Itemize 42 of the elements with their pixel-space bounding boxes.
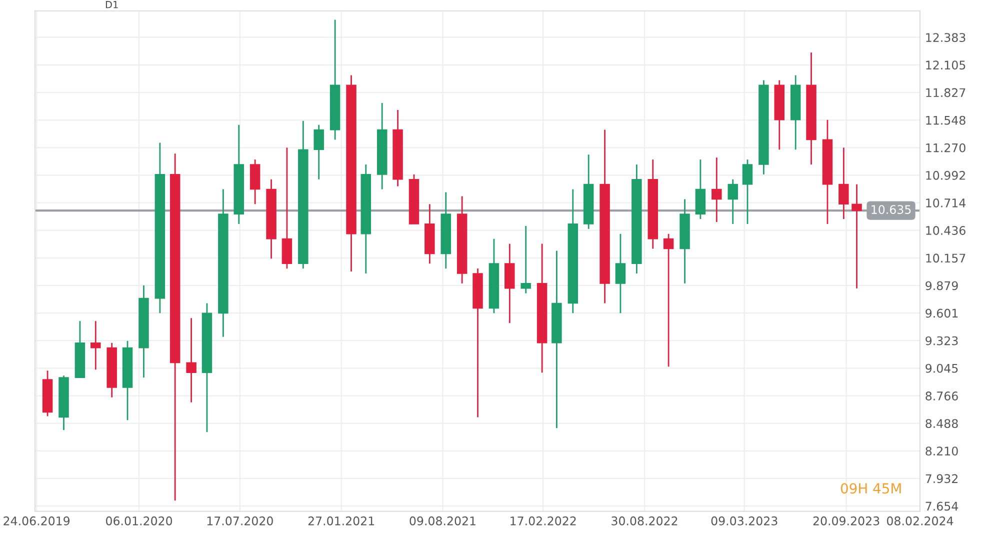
x-tick-label: 09.03.2023 (711, 516, 778, 526)
candlestick (520, 225, 531, 294)
x-tick-label: 08.02.2024 (886, 516, 954, 526)
candlestick (838, 146, 849, 220)
candlestick (615, 233, 626, 314)
x-tick-label: 24.06.2019 (4, 516, 70, 526)
y-tick-label: 11.270 (926, 143, 966, 152)
y-tick-label: 7.932 (926, 474, 958, 484)
candlestick (663, 233, 674, 368)
y-tick-label: 8.488 (926, 419, 958, 428)
candlestick (728, 178, 738, 225)
y-tick-label: 8.766 (926, 392, 958, 400)
candlestick (712, 156, 722, 223)
candlestick (742, 158, 753, 225)
text: D1 (106, 1, 118, 8)
y-tick-label: 8.210 (926, 446, 958, 456)
candlestick (90, 320, 101, 370)
y-tick-label: 9.879 (926, 281, 958, 290)
x-tick-label: 17.02.2022 (510, 516, 576, 526)
y-tick-label: 9.045 (926, 364, 958, 373)
x-tick-label: 20.09.2023 (813, 516, 880, 526)
y-tick-label: 7.654 (926, 502, 958, 511)
candlestick (186, 317, 196, 404)
y-tick-label: 9.323 (926, 336, 958, 346)
y-tick-label: 10.992 (926, 170, 965, 180)
x-tick-label: 27.01.2021 (308, 516, 374, 526)
y-tick-label: 10.436 (926, 226, 966, 235)
y-tick-label: 12.383 (926, 33, 966, 42)
x-tick-label: 06.01.2020 (106, 516, 172, 526)
y-tick-label: 10.714 (926, 198, 966, 208)
x-tick-label: 30.08.2022 (612, 516, 678, 526)
x-tick-label: 09.08.2021 (410, 516, 476, 526)
x-tick-label: 17.07.2020 (207, 516, 273, 526)
candlestick (314, 124, 324, 180)
ref-line-label: 10.635 (872, 205, 911, 214)
y-tick-label: 10.157 (926, 254, 966, 263)
y-tick-label: 12.105 (926, 60, 966, 70)
annotation: 09H 45M (840, 483, 901, 494)
y-tick-label: 9.601 (926, 308, 958, 318)
y-tick-label: 11.827 (926, 88, 966, 98)
candlestick (852, 184, 862, 290)
y-tick-label: 11.548 (926, 116, 966, 125)
